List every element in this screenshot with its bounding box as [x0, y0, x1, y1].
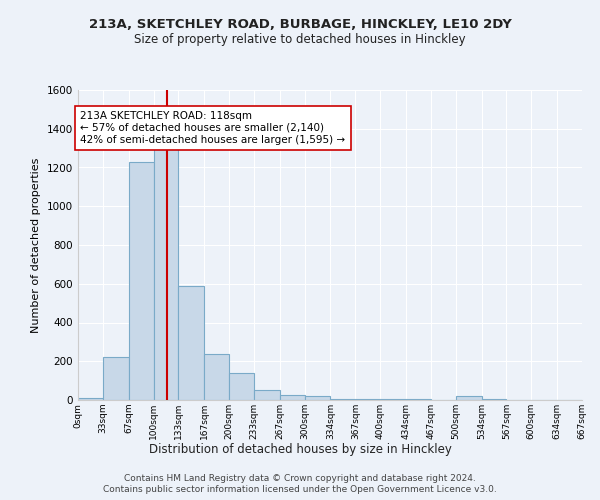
Bar — [178, 286, 204, 400]
Bar — [280, 395, 305, 400]
Y-axis label: Number of detached properties: Number of detached properties — [31, 158, 41, 332]
Bar — [204, 354, 229, 400]
Text: Size of property relative to detached houses in Hinckley: Size of property relative to detached ho… — [134, 32, 466, 46]
Bar — [380, 399, 406, 400]
Bar — [406, 399, 431, 400]
Bar — [355, 399, 380, 400]
Text: Contains public sector information licensed under the Open Government Licence v3: Contains public sector information licen… — [103, 485, 497, 494]
Bar — [254, 390, 280, 400]
Bar — [154, 148, 178, 400]
Text: 213A, SKETCHLEY ROAD, BURBAGE, HINCKLEY, LE10 2DY: 213A, SKETCHLEY ROAD, BURBAGE, HINCKLEY,… — [89, 18, 511, 30]
Bar — [331, 399, 355, 400]
Text: Distribution of detached houses by size in Hinckley: Distribution of detached houses by size … — [149, 442, 451, 456]
Bar — [305, 396, 331, 400]
Bar — [103, 358, 128, 400]
Bar — [482, 399, 506, 400]
Text: Contains HM Land Registry data © Crown copyright and database right 2024.: Contains HM Land Registry data © Crown c… — [124, 474, 476, 483]
Text: 213A SKETCHLEY ROAD: 118sqm
← 57% of detached houses are smaller (2,140)
42% of : 213A SKETCHLEY ROAD: 118sqm ← 57% of det… — [80, 112, 346, 144]
Bar — [229, 373, 254, 400]
Bar — [456, 396, 482, 400]
Bar — [128, 162, 154, 400]
Bar — [78, 398, 103, 400]
